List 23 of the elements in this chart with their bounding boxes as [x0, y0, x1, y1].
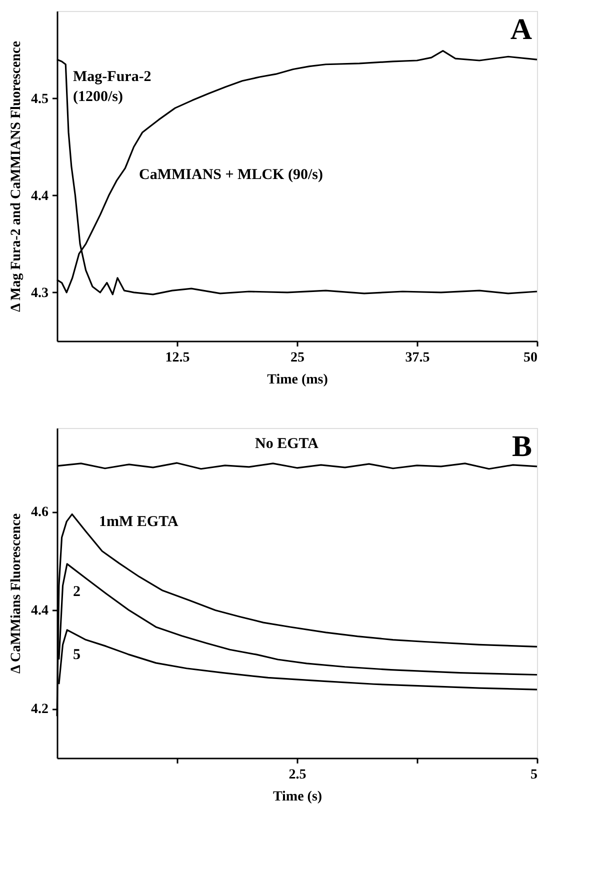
y-axis-title: Δ Mag Fura-2 and CaMMIANS Fluorescence — [9, 41, 24, 312]
x-axis-title: Time (ms) — [267, 372, 328, 388]
annotation: A — [510, 13, 532, 46]
y-axis-title: Δ CaMMians Fluorescence — [9, 513, 24, 674]
series-label: 5 — [73, 647, 80, 663]
x-axis-title: Time (s) — [272, 790, 322, 804]
series-label: Mag-Fura-2 (1200/s) — [73, 69, 152, 105]
x-tick-label: 50 — [524, 350, 538, 366]
y-tick-label: 4.5 — [31, 92, 48, 107]
y-tick-label: 4.2 — [31, 702, 48, 718]
y-tick-label: 4.3 — [31, 286, 48, 301]
series-label: CaMMIANS + MLCK (90/s) — [139, 167, 323, 183]
series-label: No EGTA — [255, 436, 319, 452]
x-tick-label: 2.5 — [288, 768, 306, 782]
y-tick-label: 4.6 — [31, 505, 48, 520]
y-tick-label: 4.4 — [31, 604, 48, 619]
x-tick-label: 37.5 — [405, 350, 430, 366]
annotation: B — [512, 430, 532, 463]
series-label: 2 — [73, 584, 80, 600]
x-tick-label: 12.5 — [165, 350, 190, 366]
series-label: 1mM EGTA — [99, 514, 178, 530]
x-tick-label: 25 — [290, 350, 304, 366]
y-tick-label: 4.4 — [31, 188, 48, 204]
